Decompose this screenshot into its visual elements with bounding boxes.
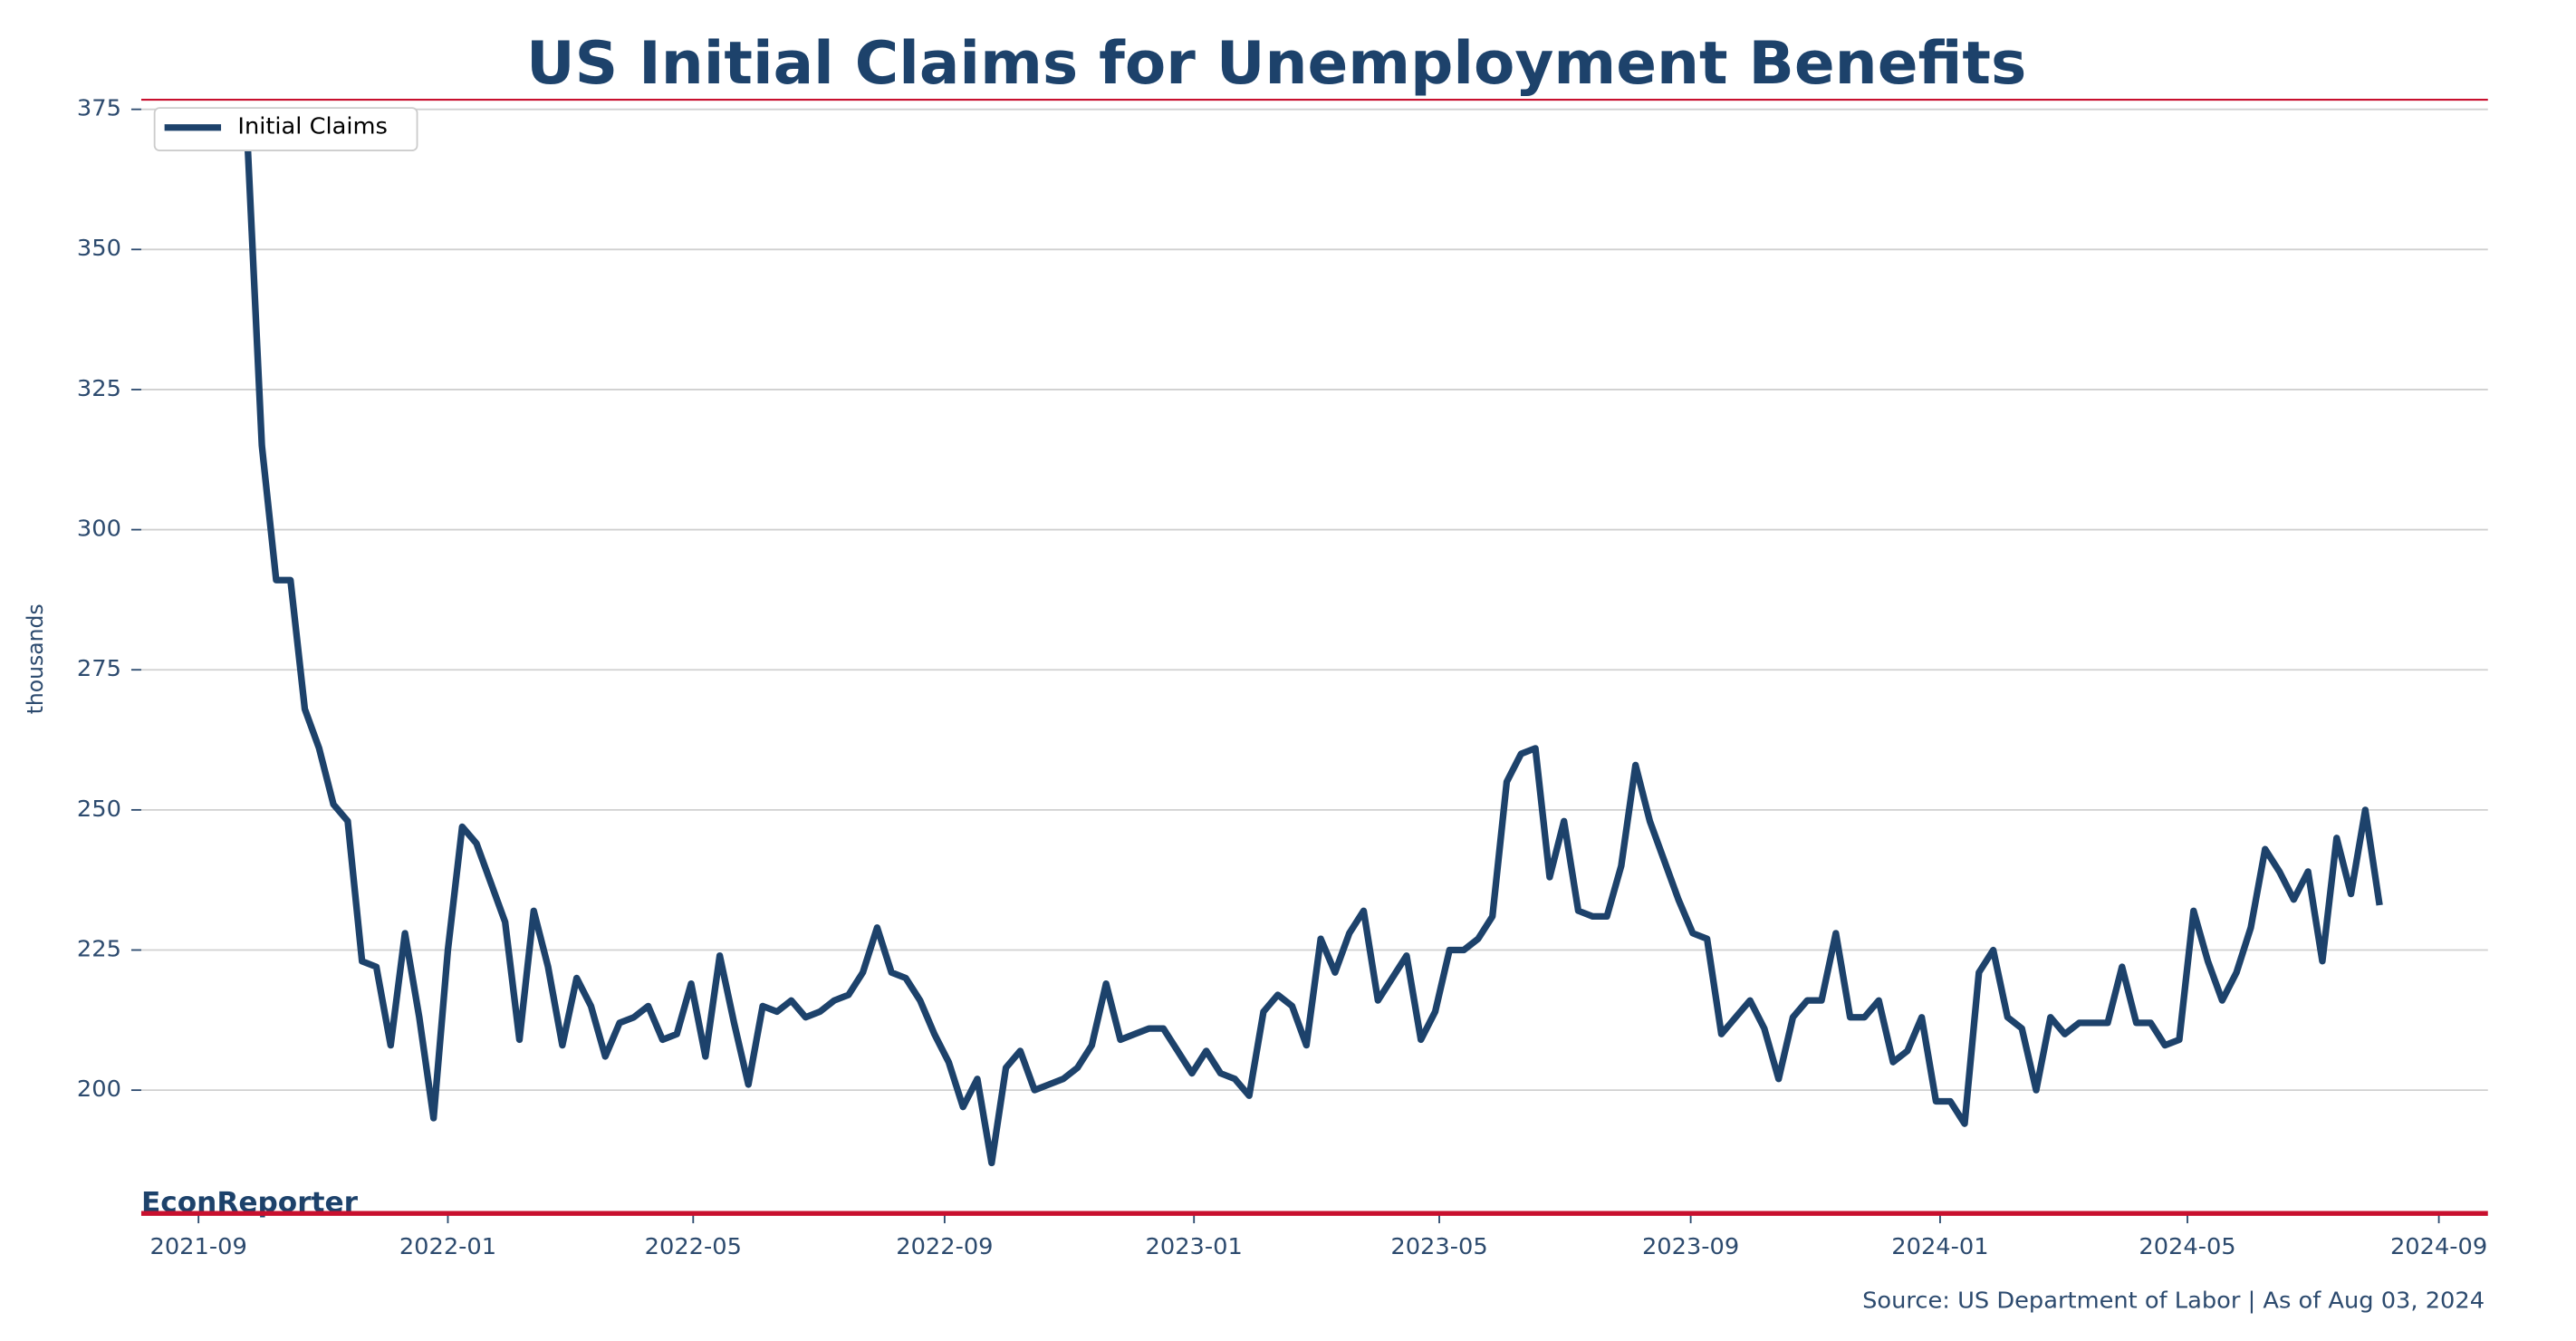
x-tick-label: 2024-01 bbox=[1891, 1233, 1988, 1260]
x-tick-label: 2024-09 bbox=[2390, 1233, 2487, 1260]
y-tick-label: 200 bbox=[77, 1076, 121, 1103]
y-tick-label: 325 bbox=[77, 375, 121, 402]
y-tick-label: 225 bbox=[77, 936, 121, 963]
x-tick-label: 2023-01 bbox=[1146, 1233, 1243, 1260]
legend-label: Initial Claims bbox=[237, 113, 388, 140]
x-tick-label: 2021-09 bbox=[150, 1233, 247, 1260]
chart-title: US Initial Claims for Unemployment Benef… bbox=[526, 29, 2026, 97]
x-tick-label: 2022-05 bbox=[645, 1233, 742, 1260]
y-tick-label: 250 bbox=[77, 796, 121, 823]
source-note: Source: US Department of Labor | As of A… bbox=[1862, 1288, 2485, 1315]
y-tick-label: 275 bbox=[77, 655, 121, 682]
data-line bbox=[244, 142, 2383, 1167]
x-tick-label: 2022-09 bbox=[896, 1233, 993, 1260]
x-tick-label: 2022-01 bbox=[399, 1233, 496, 1260]
y-tick-label: 375 bbox=[77, 95, 121, 122]
y-tick-label: 300 bbox=[77, 516, 121, 543]
legend-box bbox=[153, 107, 418, 151]
x-tick-label: 2024-05 bbox=[2139, 1233, 2235, 1260]
x-tick-label: 2023-09 bbox=[1642, 1233, 1739, 1260]
x-tick-label: 2023-05 bbox=[1390, 1233, 1487, 1260]
y-axis-label: thousands bbox=[23, 603, 48, 714]
y-tick-label: 350 bbox=[77, 235, 121, 262]
